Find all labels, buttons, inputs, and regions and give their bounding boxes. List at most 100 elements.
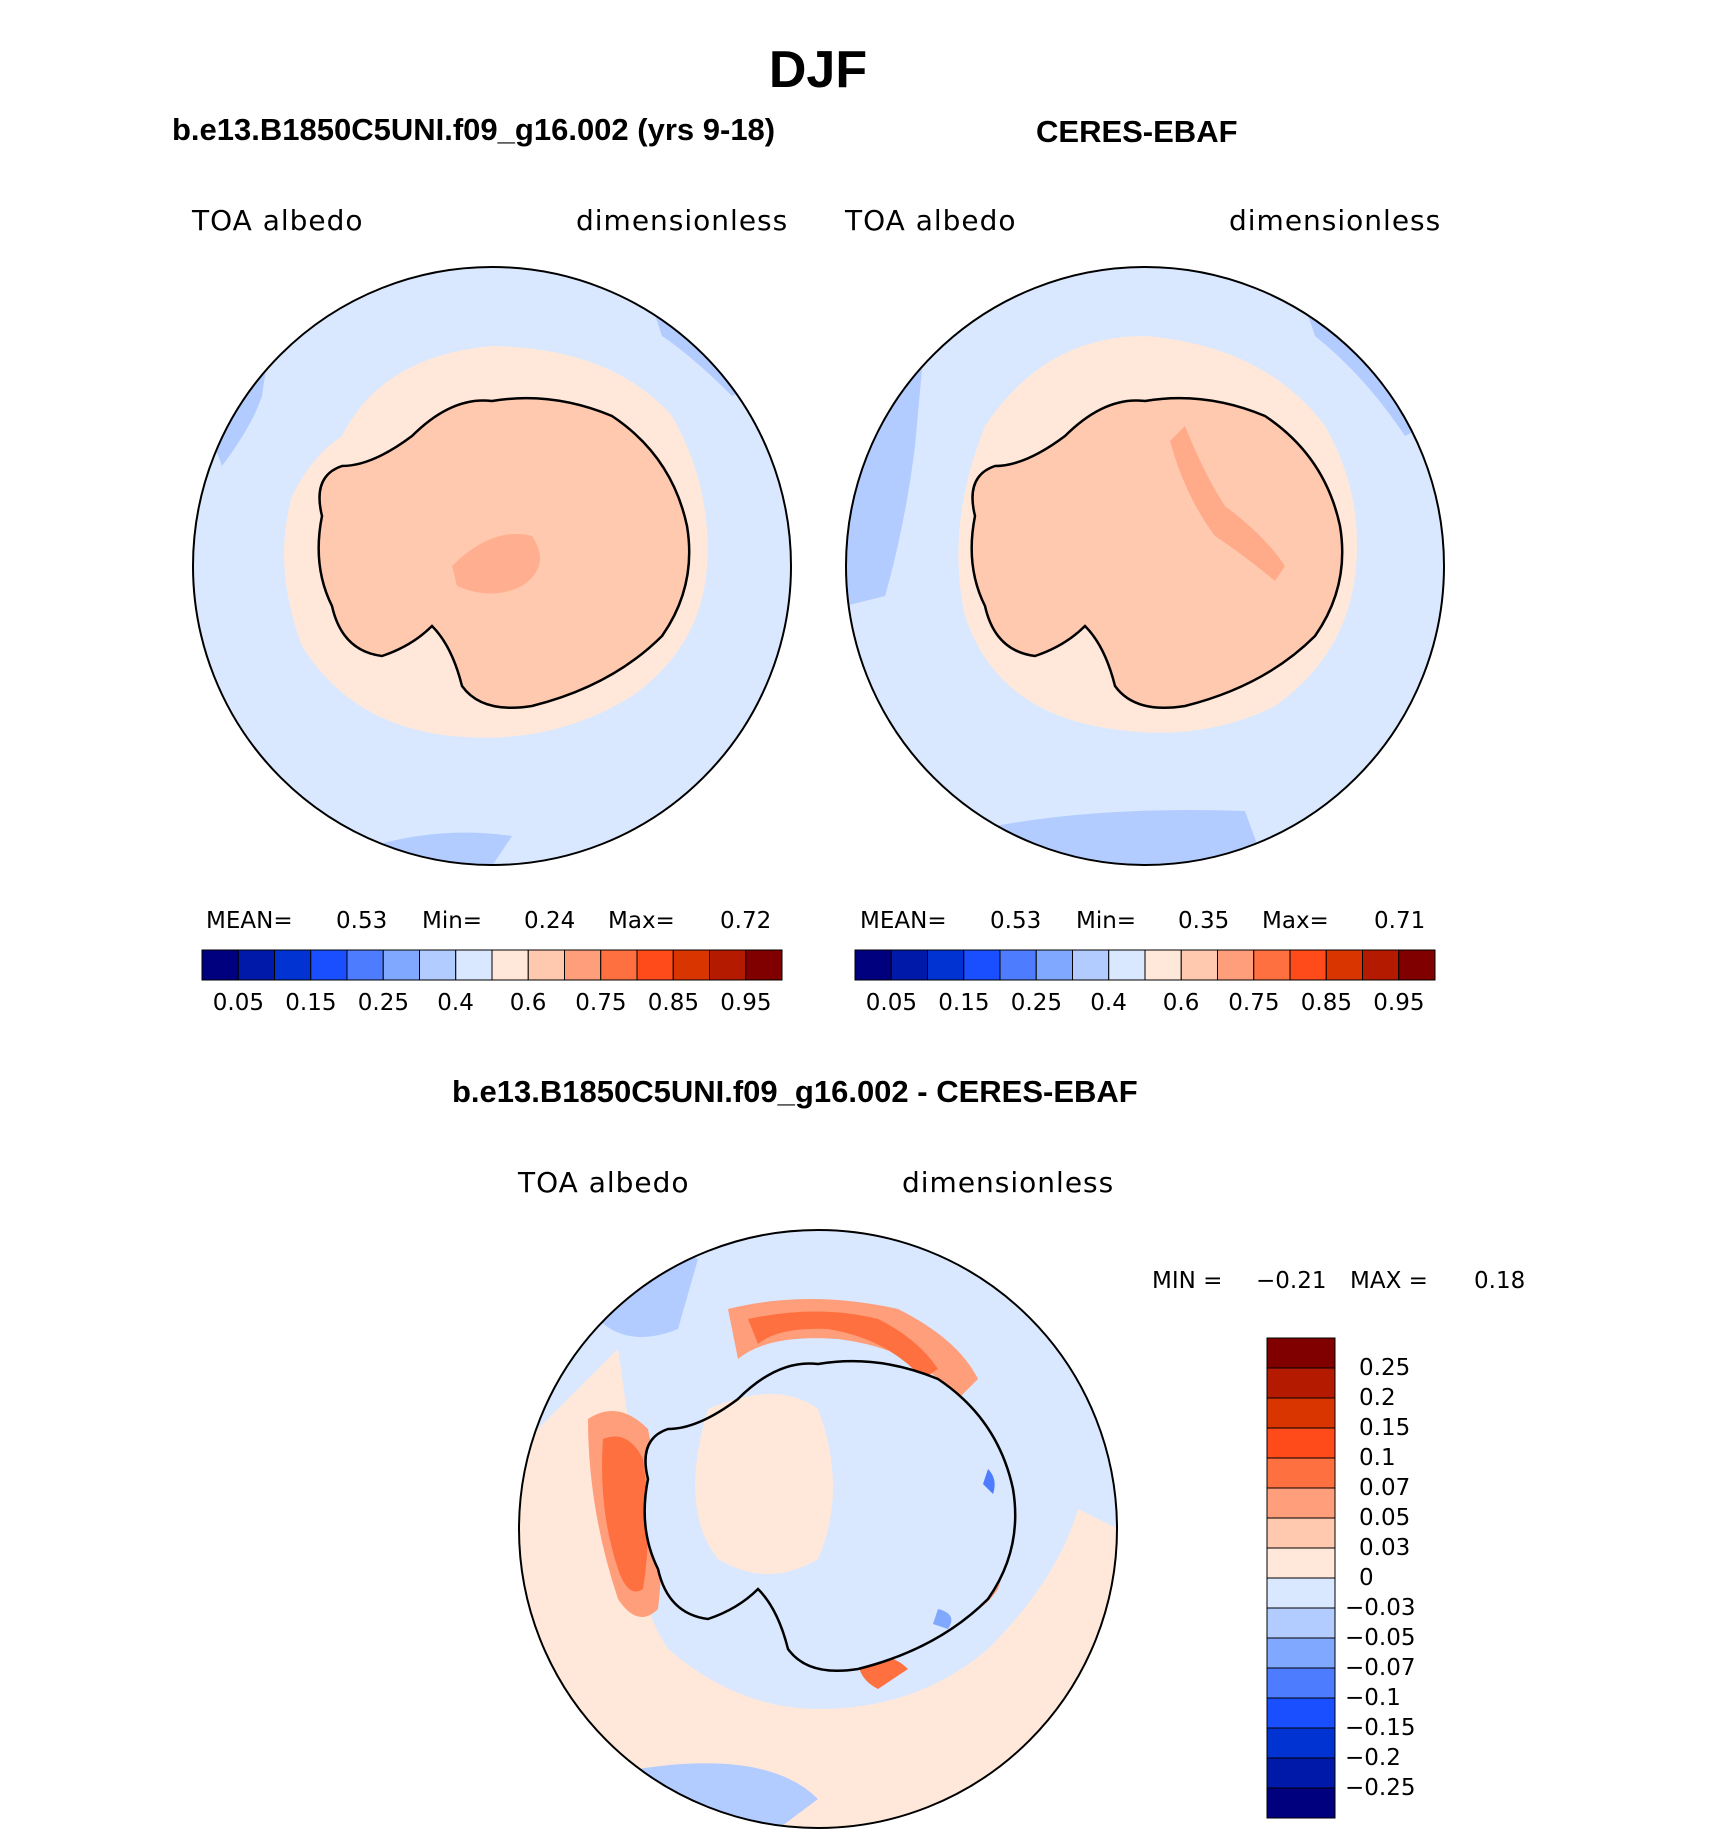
diff-colorbar-tick-label: 0.1 (1359, 1445, 1396, 1471)
model-colorbar-swatch (709, 949, 747, 981)
obs-colorbar-swatch (1072, 949, 1110, 981)
obs-colorbar-tick-label: 0.15 (938, 990, 990, 1016)
diff-colorbar-swatch (1266, 1367, 1336, 1399)
model-colorbar-swatch (455, 949, 493, 981)
diff-colorbar-swatch (1266, 1487, 1336, 1519)
obs-colorbar-swatch (1108, 949, 1146, 981)
model-colorbar-tick-label: 0.75 (575, 990, 627, 1016)
model-colorbar-tick-label: 0.85 (647, 990, 699, 1016)
model-colorbar-tick-label: 0.95 (720, 990, 772, 1016)
model-colorbar-swatch (600, 949, 638, 981)
diff-colorbar-swatch (1266, 1667, 1336, 1699)
model-min-label: Min= (422, 908, 483, 934)
obs-colorbar-ticks: 0.05 0.15 0.25 0.4 0.6 0.75 0.85 0.95 (855, 990, 1435, 1020)
model-mean-value: 0.53 (336, 908, 388, 934)
diff-colorbar-tick-label: −0.07 (1345, 1655, 1416, 1681)
diff-colorbar-tick-label: 0.05 (1359, 1505, 1411, 1531)
obs-colorbar-tick-label: 0.4 (1090, 990, 1127, 1016)
model-colorbar-tick-label: 0.15 (285, 990, 337, 1016)
obs-min-label: Min= (1076, 908, 1137, 934)
model-colorbar-swatch (672, 949, 710, 981)
obs-colorbar-swatch (890, 949, 928, 981)
obs-colorbar-swatch (1289, 949, 1327, 981)
model-colorbar-tick-label: 0.25 (357, 990, 409, 1016)
diff-colorbar-swatch (1266, 1637, 1336, 1669)
diff-colorbar-tick-label: −0.03 (1345, 1595, 1416, 1621)
obs-colorbar-swatch (1362, 949, 1400, 981)
diff-colorbar-tick-label: 0.15 (1359, 1415, 1411, 1441)
obs-units-label: dimensionless (1229, 204, 1442, 237)
diff-variable-label: TOA albedo (518, 1166, 690, 1199)
model-colorbar-swatch (201, 949, 239, 981)
diff-colorbar-swatch (1266, 1607, 1336, 1639)
diff-colorbar-tick-label: 0.07 (1359, 1475, 1411, 1501)
obs-colorbar-tick-label: 0.85 (1300, 990, 1352, 1016)
model-colorbar-swatch (636, 949, 674, 981)
model-colorbar-swatch (346, 949, 384, 981)
model-panel-title: b.e13.B1850C5UNI.f09_g16.002 (yrs 9-18) (172, 112, 776, 147)
diff-max-label: MAX = (1350, 1268, 1428, 1294)
diff-colorbar-swatch (1266, 1337, 1336, 1369)
diff-units-label: dimensionless (902, 1166, 1115, 1199)
diff-min-value: −0.21 (1256, 1268, 1327, 1294)
diff-colorbar-swatch (1266, 1727, 1336, 1759)
obs-colorbar-tick-label: 0.75 (1228, 990, 1280, 1016)
model-colorbar-swatch (382, 949, 420, 981)
diff-colorbar-swatch (1266, 1787, 1336, 1819)
model-colorbar-swatch (310, 949, 348, 981)
model-mean-label: MEAN= (206, 908, 293, 934)
model-colorbar-swatch (491, 949, 529, 981)
diff-map (518, 1229, 1118, 1829)
obs-colorbar-swatch (1180, 949, 1218, 981)
obs-variable-label: TOA albedo (845, 204, 1017, 237)
obs-panel-title: CERES-EBAF (1036, 114, 1238, 149)
diff-colorbar-swatch (1266, 1697, 1336, 1729)
obs-colorbar-swatch (1217, 949, 1255, 981)
diff-colorbar-tick-label: −0.25 (1345, 1775, 1416, 1801)
diff-colorbar-swatch (1266, 1427, 1336, 1459)
diff-colorbar-swatch (1266, 1397, 1336, 1429)
diff-colorbar-swatch (1266, 1547, 1336, 1579)
diff-colorbar (1266, 1337, 1336, 1819)
model-max-value: 0.72 (720, 908, 772, 934)
diff-max-value: 0.18 (1474, 1268, 1526, 1294)
model-map (192, 266, 792, 866)
diff-colorbar-tick-label: 0.03 (1359, 1535, 1411, 1561)
model-colorbar-tick-label: 0.05 (212, 990, 264, 1016)
diff-colorbar-tick-label: 0 (1359, 1565, 1374, 1591)
diff-min-label: MIN = (1152, 1268, 1223, 1294)
model-max-label: Max= (608, 908, 675, 934)
diff-panel-title: b.e13.B1850C5UNI.f09_g16.002 - CERES-EBA… (452, 1074, 1138, 1109)
obs-colorbar-swatch (1325, 949, 1363, 981)
diff-colorbar-tick-label: −0.1 (1345, 1685, 1401, 1711)
model-colorbar (201, 949, 783, 981)
obs-max-value: 0.71 (1374, 908, 1426, 934)
obs-mean-value: 0.53 (990, 908, 1042, 934)
model-min-value: 0.24 (524, 908, 576, 934)
obs-colorbar-tick-label: 0.6 (1162, 990, 1200, 1016)
diff-colorbar-tick-label: −0.15 (1345, 1715, 1416, 1741)
model-colorbar-swatch (419, 949, 457, 981)
model-colorbar-ticks: 0.05 0.15 0.25 0.4 0.6 0.75 0.85 0.95 (202, 990, 782, 1020)
diff-colorbar-swatch (1266, 1517, 1336, 1549)
obs-colorbar (854, 949, 1436, 981)
diff-colorbar-tick-label: 0.25 (1359, 1355, 1411, 1381)
obs-colorbar-tick-label: 0.95 (1373, 990, 1425, 1016)
diff-colorbar-swatch (1266, 1577, 1336, 1609)
model-units-label: dimensionless (576, 204, 789, 237)
model-colorbar-swatch (237, 949, 275, 981)
model-colorbar-tick-label: 0.6 (509, 990, 547, 1016)
obs-colorbar-swatch (1035, 949, 1073, 981)
diff-colorbar-swatch (1266, 1457, 1336, 1489)
obs-colorbar-tick-label: 0.05 (865, 990, 917, 1016)
model-variable-label: TOA albedo (192, 204, 364, 237)
obs-colorbar-tick-label: 0.25 (1010, 990, 1062, 1016)
model-colorbar-swatch (745, 949, 783, 981)
obs-colorbar-swatch (1253, 949, 1291, 981)
obs-colorbar-swatch (854, 949, 892, 981)
obs-colorbar-swatch (999, 949, 1037, 981)
diff-colorbar-ticks: 0.25 0.2 0.15 0.1 0.07 0.05 0.03 0 −0.03 −0.05 −0.… (1345, 1338, 1465, 1818)
obs-max-label: Max= (1262, 908, 1329, 934)
diff-colorbar-tick-label: −0.05 (1345, 1625, 1416, 1651)
obs-colorbar-swatch (927, 949, 965, 981)
